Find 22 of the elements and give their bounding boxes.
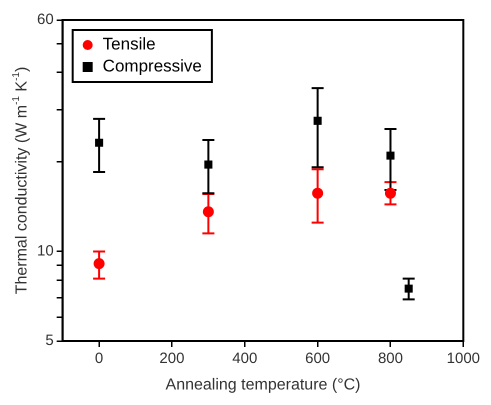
point <box>312 188 324 199</box>
x-tick-label: 0 <box>94 350 104 368</box>
x-tick-label: 800 <box>378 350 403 368</box>
point <box>94 258 105 270</box>
point <box>204 160 212 169</box>
point <box>95 138 104 147</box>
point <box>404 284 413 293</box>
y-tick-label: 60 <box>36 11 54 28</box>
x-axis-title: Annealing temperature (°C) <box>166 376 360 394</box>
y-tick-label: 5 <box>45 332 54 350</box>
point <box>202 206 214 218</box>
point <box>386 152 395 160</box>
point <box>384 188 396 199</box>
x-tick-label: 400 <box>232 350 258 368</box>
x-tick-label: 600 <box>305 350 330 368</box>
x-tick-label: 1000 <box>446 350 480 368</box>
point <box>314 116 322 125</box>
legend-label: Compressive <box>102 56 202 76</box>
y-axis-title: Thermal conductivity (W m-1 K-1) <box>11 66 30 294</box>
x-tick-label: 200 <box>159 350 184 368</box>
legend-label: Tensile <box>102 34 156 54</box>
y-tick-label: 10 <box>36 242 54 260</box>
